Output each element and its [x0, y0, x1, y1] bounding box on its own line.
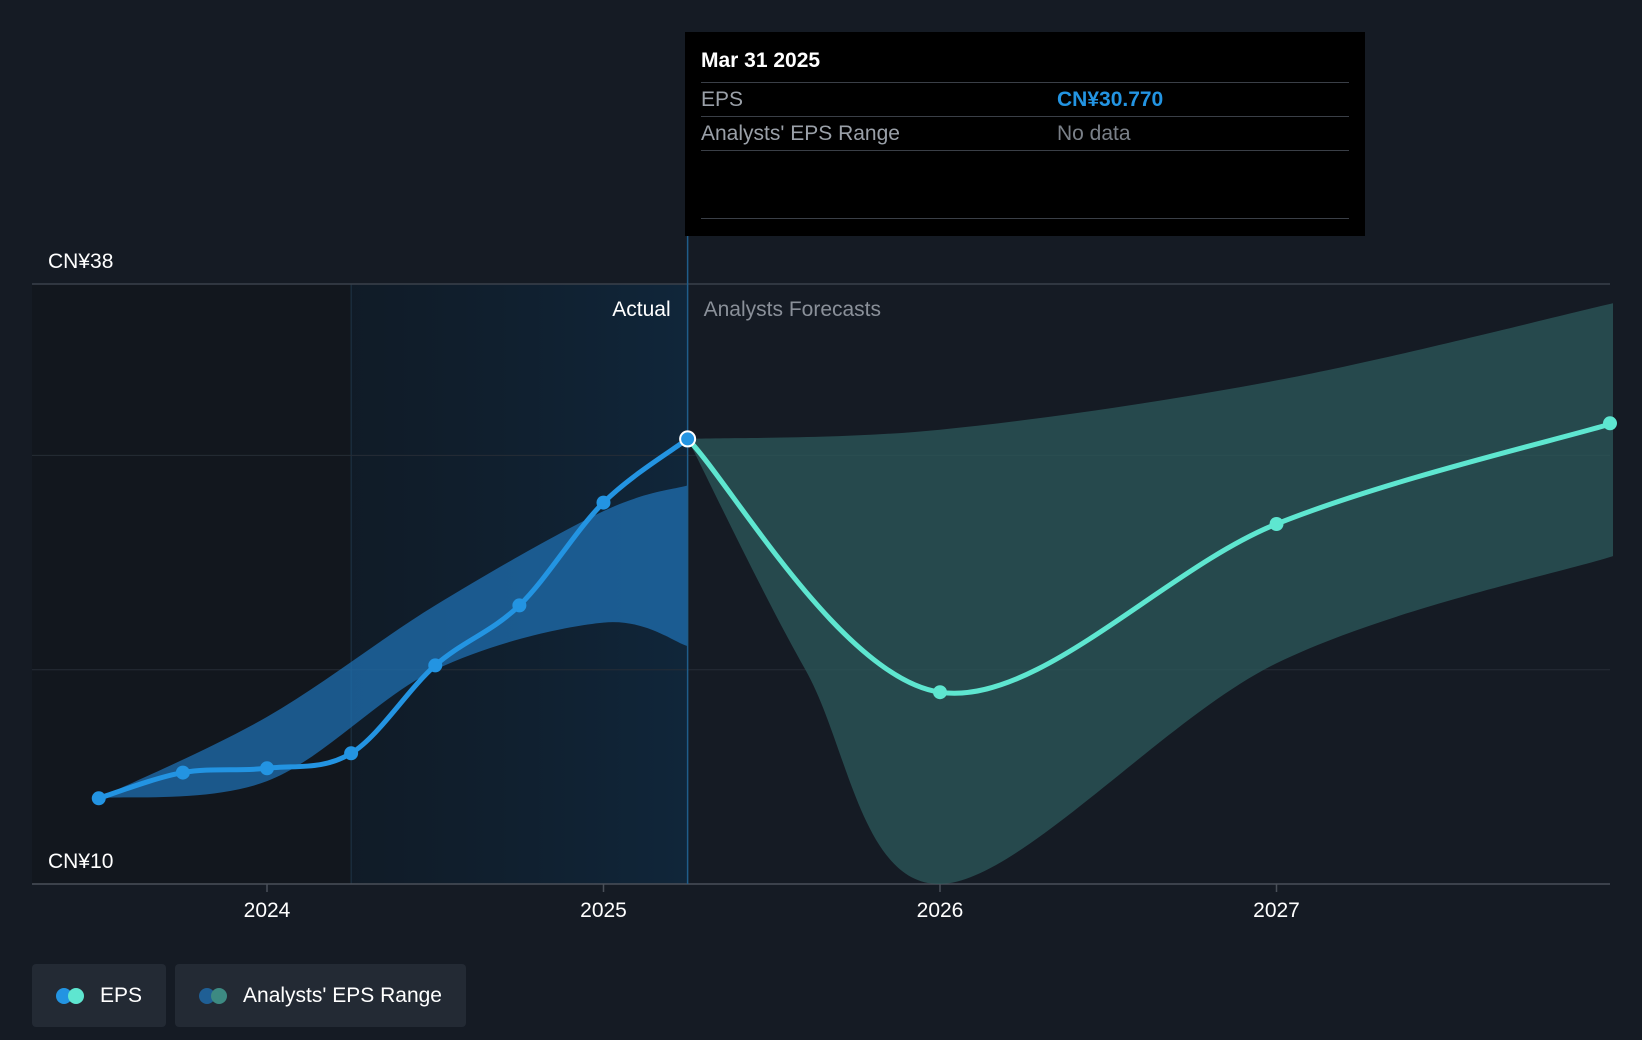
tooltip-divider [701, 218, 1349, 219]
eps-forecast-point[interactable] [933, 685, 947, 700]
x-tick-label: 2027 [1253, 899, 1300, 922]
hover-tooltip: Mar 31 2025 EPS CN¥30.770 Analysts' EPS … [685, 32, 1365, 236]
x-axis-ticks: 2024 2025 2026 2027 [244, 884, 1300, 922]
eps-actual-point[interactable] [428, 658, 443, 673]
tooltip-range-label: Analysts' EPS Range [701, 122, 900, 145]
eps-actual-line [96, 436, 691, 801]
eps-legend-icon [56, 987, 86, 1004]
tooltip-eps-row: EPS CN¥30.770 [701, 83, 1349, 117]
analysts-eps-range-actual-band [98, 485, 688, 799]
legend: EPS Analysts' EPS Range [32, 964, 466, 1027]
eps-actual-point[interactable] [175, 765, 190, 780]
legend-eps-label: EPS [100, 983, 143, 1007]
section-label-forecast: Analysts Forecasts [704, 298, 881, 321]
analysts-eps-range-forecast-band [687, 303, 1613, 885]
legend-item-analysts-eps-range[interactable]: Analysts' EPS Range [175, 964, 466, 1027]
tooltip-eps-label: EPS [701, 88, 744, 111]
range-legend-icon [199, 987, 229, 1004]
tooltip-eps-value: CN¥30.770 [1057, 88, 1164, 111]
eps-actual-point[interactable] [344, 746, 359, 761]
data-point-markers [91, 416, 1617, 806]
eps-forecast-point[interactable] [1269, 517, 1284, 531]
eps-actual-point[interactable] [596, 495, 611, 510]
eps-actual-point[interactable] [91, 791, 106, 806]
legend-item-eps[interactable]: EPS [32, 964, 167, 1027]
eps-actual-point[interactable] [260, 761, 274, 776]
section-label-actual: Actual [612, 298, 670, 321]
tooltip-range-value: No data [1057, 122, 1131, 145]
tooltip-range-row: Analysts' EPS Range No data [701, 117, 1349, 151]
x-tick-label: 2026 [917, 899, 964, 922]
y-axis-bottom-label: CN¥10 [48, 850, 113, 873]
eps-actual-point[interactable] [512, 598, 527, 613]
legend-range-label: Analysts' EPS Range [243, 983, 442, 1007]
x-tick-label: 2024 [244, 899, 291, 922]
eps-point-highlighted[interactable] [679, 430, 697, 448]
x-tick-label: 2025 [580, 899, 627, 922]
eps-forecast-line [685, 420, 1616, 696]
y-axis-top-label: CN¥38 [48, 250, 113, 273]
tooltip-date: Mar 31 2025 [701, 46, 1349, 83]
eps-forecast-point[interactable] [1603, 416, 1617, 431]
